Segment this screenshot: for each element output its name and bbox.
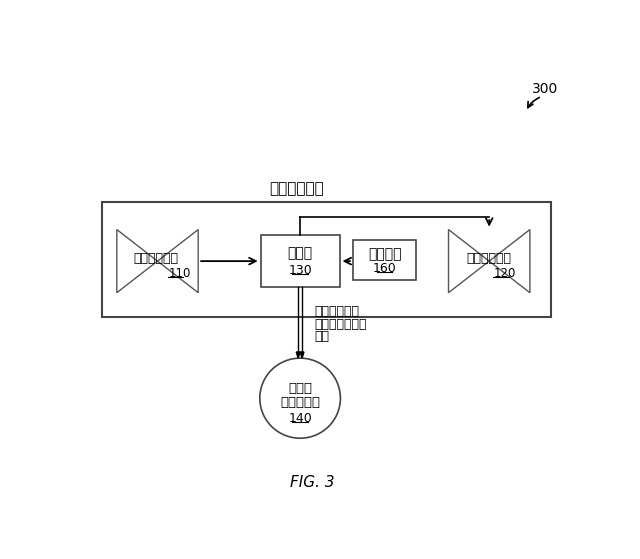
Text: 送電網: 送電網 — [288, 382, 312, 395]
Text: 130: 130 — [288, 264, 312, 277]
Polygon shape — [449, 230, 489, 293]
Text: （電力網）: （電力網） — [280, 396, 320, 409]
Polygon shape — [117, 230, 157, 293]
Polygon shape — [296, 352, 300, 358]
Text: 110: 110 — [168, 267, 191, 280]
Text: 140: 140 — [288, 411, 312, 425]
Polygon shape — [489, 230, 530, 293]
Circle shape — [260, 358, 340, 438]
Text: FIG. 3: FIG. 3 — [290, 475, 335, 490]
Text: 300: 300 — [532, 82, 558, 96]
Polygon shape — [300, 352, 304, 358]
Polygon shape — [157, 230, 198, 293]
Bar — [353, 240, 417, 281]
Text: 蒸気タービン: 蒸気タービン — [467, 252, 512, 264]
Text: 160: 160 — [372, 262, 396, 274]
Text: クラッチ: クラッチ — [368, 247, 401, 261]
Text: 発電機: 発電機 — [287, 247, 313, 260]
Text: ＋蒸気タービン: ＋蒸気タービン — [314, 318, 367, 331]
Bar — [260, 235, 340, 287]
Text: ガスタービン: ガスタービン — [314, 305, 359, 319]
Text: クラッチ係合: クラッチ係合 — [269, 182, 324, 196]
Text: ガスタービン: ガスタービン — [134, 252, 179, 264]
Text: 120: 120 — [494, 267, 516, 280]
Bar — [102, 202, 551, 318]
Text: 出力: 出力 — [314, 330, 329, 343]
